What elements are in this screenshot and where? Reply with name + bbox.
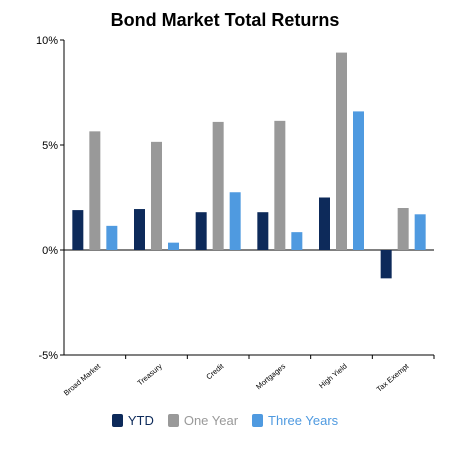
- y-tick-label: 10%: [36, 35, 58, 47]
- legend-swatch: [111, 414, 123, 427]
- legend-label: YTD: [127, 413, 154, 428]
- bar: [212, 121, 224, 251]
- y-tick-label: 5%: [42, 140, 58, 152]
- bar: [414, 214, 426, 250]
- x-category-label: Broad Market: [62, 361, 103, 397]
- bar: [72, 210, 84, 250]
- bar: [353, 111, 364, 251]
- bar: [257, 212, 269, 250]
- legend-label: One Year: [183, 413, 239, 428]
- bar: [151, 141, 162, 250]
- legend-item: One Year: [167, 413, 239, 428]
- bar: [291, 232, 303, 250]
- bar: [134, 209, 145, 250]
- bar: [397, 208, 409, 250]
- legend-item: Three Years: [252, 413, 338, 428]
- x-category-label: High Yield: [317, 362, 349, 391]
- y-tick-label: -5%: [38, 350, 58, 362]
- bar: [89, 131, 101, 250]
- legend-swatch: [167, 414, 179, 427]
- y-tick-label: 0%: [42, 245, 58, 257]
- x-category-label: Credit: [204, 361, 226, 381]
- bar: [195, 212, 207, 250]
- bar: [380, 250, 392, 279]
- bar: [168, 242, 179, 250]
- bar: [274, 120, 286, 250]
- chart-title: Bond Market Total Returns: [110, 10, 340, 30]
- bar: [319, 197, 330, 250]
- bar: [229, 192, 241, 250]
- bar: [106, 225, 118, 250]
- x-category-label: Treasury: [136, 361, 164, 387]
- bar: [336, 52, 347, 250]
- legend-swatch: [252, 414, 264, 427]
- x-category-label: Mortgages: [254, 361, 287, 391]
- x-category-label: Tax Exempt: [375, 361, 412, 394]
- legend: YTD One Year Three Years: [0, 413, 450, 428]
- legend-item: YTD: [111, 413, 154, 428]
- legend-label: Three Years: [268, 413, 339, 428]
